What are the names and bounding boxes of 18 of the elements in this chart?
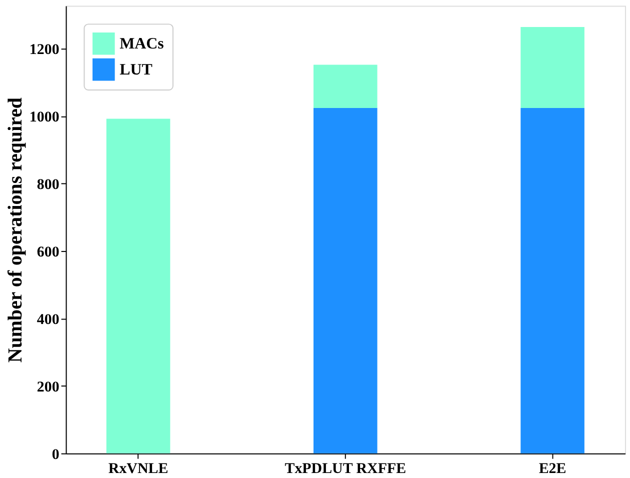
y-tick-label: 0 <box>52 446 60 463</box>
bar <box>314 64 378 108</box>
y-tick-label: 600 <box>36 244 60 260</box>
x-tick-label: RxVNLE <box>108 460 168 477</box>
legend-label: MACs <box>120 36 164 53</box>
y-axis-title: Number of operations required <box>4 97 26 363</box>
y-tick-label: 800 <box>36 176 60 193</box>
bar <box>520 108 584 454</box>
y-tick-label: 400 <box>36 312 60 328</box>
y-tick-label: 200 <box>36 379 60 396</box>
y-tick-label: 1200 <box>29 42 60 58</box>
y-tick-label: 1000 <box>29 110 60 126</box>
bar <box>314 108 378 454</box>
bar <box>520 26 584 108</box>
bar <box>106 118 170 454</box>
x-tick-label: E2E <box>538 460 566 477</box>
x-tick-label: TxPDLUT RXFFE <box>284 460 406 477</box>
legend-label: LUT <box>120 62 153 79</box>
